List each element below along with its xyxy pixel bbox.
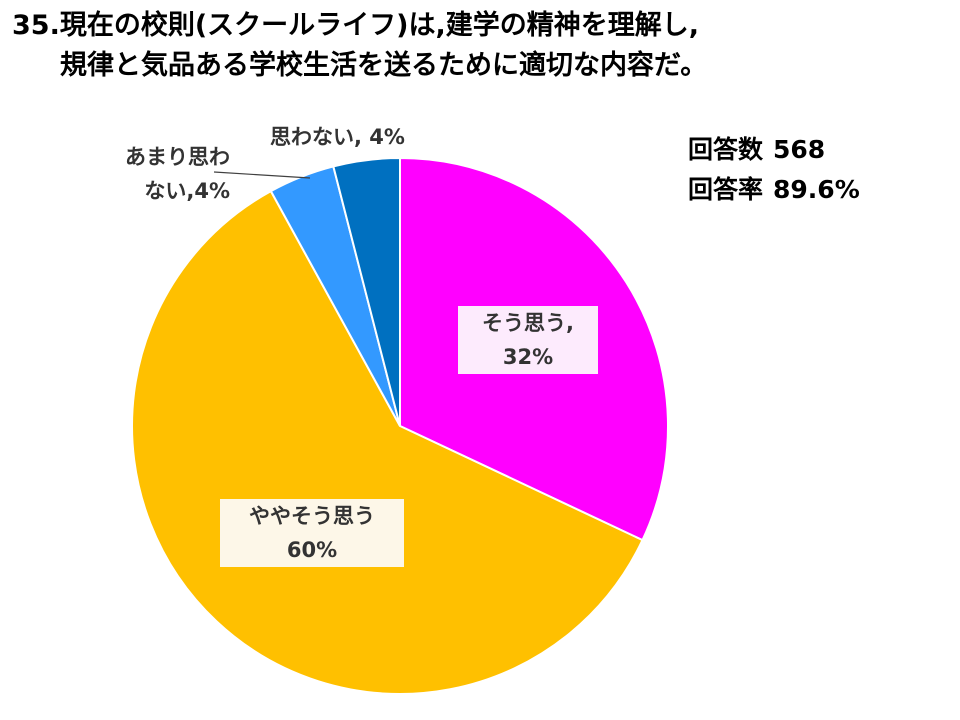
response-rate: 回答率 89.6% xyxy=(688,170,860,210)
slice-label-agree-name: そう思う, xyxy=(482,311,574,335)
response-count-label: 回答数 xyxy=(688,135,764,164)
pie-slice-somewhat-agree xyxy=(131,189,644,695)
slice-label-disagree-text: 思わない, 4% xyxy=(270,125,405,149)
slice-label-agree: そう思う, 32% xyxy=(458,306,598,374)
slice-label-rarely-agree: あまり思わ ない,4% xyxy=(70,140,230,208)
response-count: 回答数 568 xyxy=(688,130,860,170)
slice-label-somewhat-agree-name: ややそう思う xyxy=(249,504,375,528)
pie-slices xyxy=(131,156,669,695)
leader-line-rarely-agree xyxy=(213,171,311,179)
chart-title: 35.現在の校則(スクールライフ)は,建学の精神を理解し, 規律と気品ある学校生… xyxy=(8,6,952,86)
response-rate-value: 89.6% xyxy=(773,175,860,204)
response-stats: 回答数 568 回答率 89.6% xyxy=(688,130,860,210)
response-rate-label: 回答率 xyxy=(688,175,764,204)
slice-label-agree-pct: 32% xyxy=(502,345,554,369)
pie-slice-disagree xyxy=(332,156,401,427)
slice-label-rarely-agree-line1: あまり思わ xyxy=(125,145,230,169)
slice-label-somewhat-agree-pct: 60% xyxy=(286,538,338,562)
chart-title-line1: 35.現在の校則(スクールライフ)は,建学の精神を理解し, xyxy=(12,10,700,41)
chart-title-line2: 規律と気品ある学校生活を送るために適切な内容だ。 xyxy=(60,50,708,81)
slice-label-rarely-agree-line2: ない,4% xyxy=(144,179,230,203)
slice-label-disagree: 思わない, 4% xyxy=(270,120,470,154)
slice-label-somewhat-agree: ややそう思う 60% xyxy=(220,499,404,567)
response-count-value: 568 xyxy=(773,135,826,164)
